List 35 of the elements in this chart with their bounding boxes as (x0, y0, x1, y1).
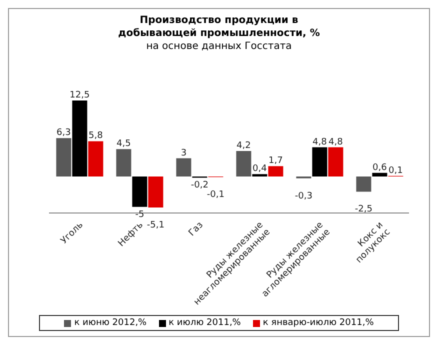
bar (116, 149, 132, 176)
chart-subtitle: на основе данных Госстата (145, 40, 293, 53)
data-label: 1,7 (268, 156, 283, 166)
data-label: -0,3 (294, 191, 312, 202)
bar (176, 158, 192, 176)
data-label: 4,2 (236, 140, 251, 151)
data-label: 4,5 (116, 139, 131, 150)
bar (356, 176, 372, 192)
bar (56, 138, 72, 176)
data-label: 4,8 (312, 137, 328, 148)
data-label: 3 (180, 148, 187, 158)
bar (132, 176, 148, 207)
bar (268, 166, 284, 176)
bar (148, 176, 164, 208)
legend-label: к июлю 2011,% (168, 318, 241, 328)
data-label: 5,8 (88, 131, 104, 142)
legend-label: к январю-июлю 2011,% (262, 318, 374, 328)
data-label: -5 (135, 210, 144, 220)
data-label: 0,6 (372, 162, 388, 173)
bar (72, 100, 88, 176)
data-label: 6,3 (56, 128, 71, 138)
data-label: -2,5 (354, 204, 372, 215)
bar (88, 141, 104, 176)
bar (328, 147, 344, 176)
legend-label: к июню 2012,% (74, 318, 147, 328)
data-label: 4,8 (328, 137, 344, 148)
data-label: -0,2 (190, 180, 208, 191)
bar (372, 172, 388, 176)
data-label: 0,1 (388, 166, 403, 176)
bar (236, 150, 252, 176)
data-label: 12,5 (70, 90, 90, 100)
data-label: -0,1 (206, 190, 224, 200)
bar (312, 147, 328, 176)
data-label: -5,1 (146, 220, 164, 231)
data-label: 0,4 (252, 164, 268, 174)
